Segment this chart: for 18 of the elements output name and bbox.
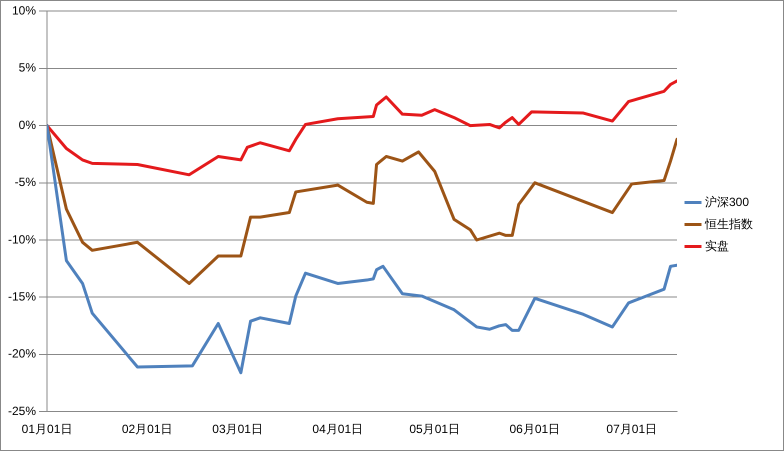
legend-label: 沪深300 [705, 194, 750, 209]
y-tick-label: -10% [8, 232, 36, 246]
y-tick-label: 0% [18, 118, 36, 132]
y-tick-label: -25% [8, 404, 36, 418]
y-tick-label: 10% [12, 4, 36, 18]
y-tick-label: -5% [14, 175, 36, 190]
legend-label: 恒生指数 [704, 216, 753, 231]
y-tick-label: 5% [18, 60, 36, 75]
x-tick-label: 03月01日 [212, 422, 263, 436]
y-tick-label: -20% [8, 346, 36, 361]
legend-label: 实盘 [705, 238, 729, 253]
x-tick-label: 02月01日 [122, 422, 173, 436]
x-tick-label: 05月01日 [409, 422, 460, 436]
x-tick-label: 04月01日 [312, 422, 364, 436]
x-tick-label: 01月01日 [22, 422, 72, 436]
x-tick-label: 07月01日 [606, 422, 658, 436]
y-tick-label: -15% [8, 290, 36, 304]
x-tick-label: 06月01日 [510, 422, 560, 436]
